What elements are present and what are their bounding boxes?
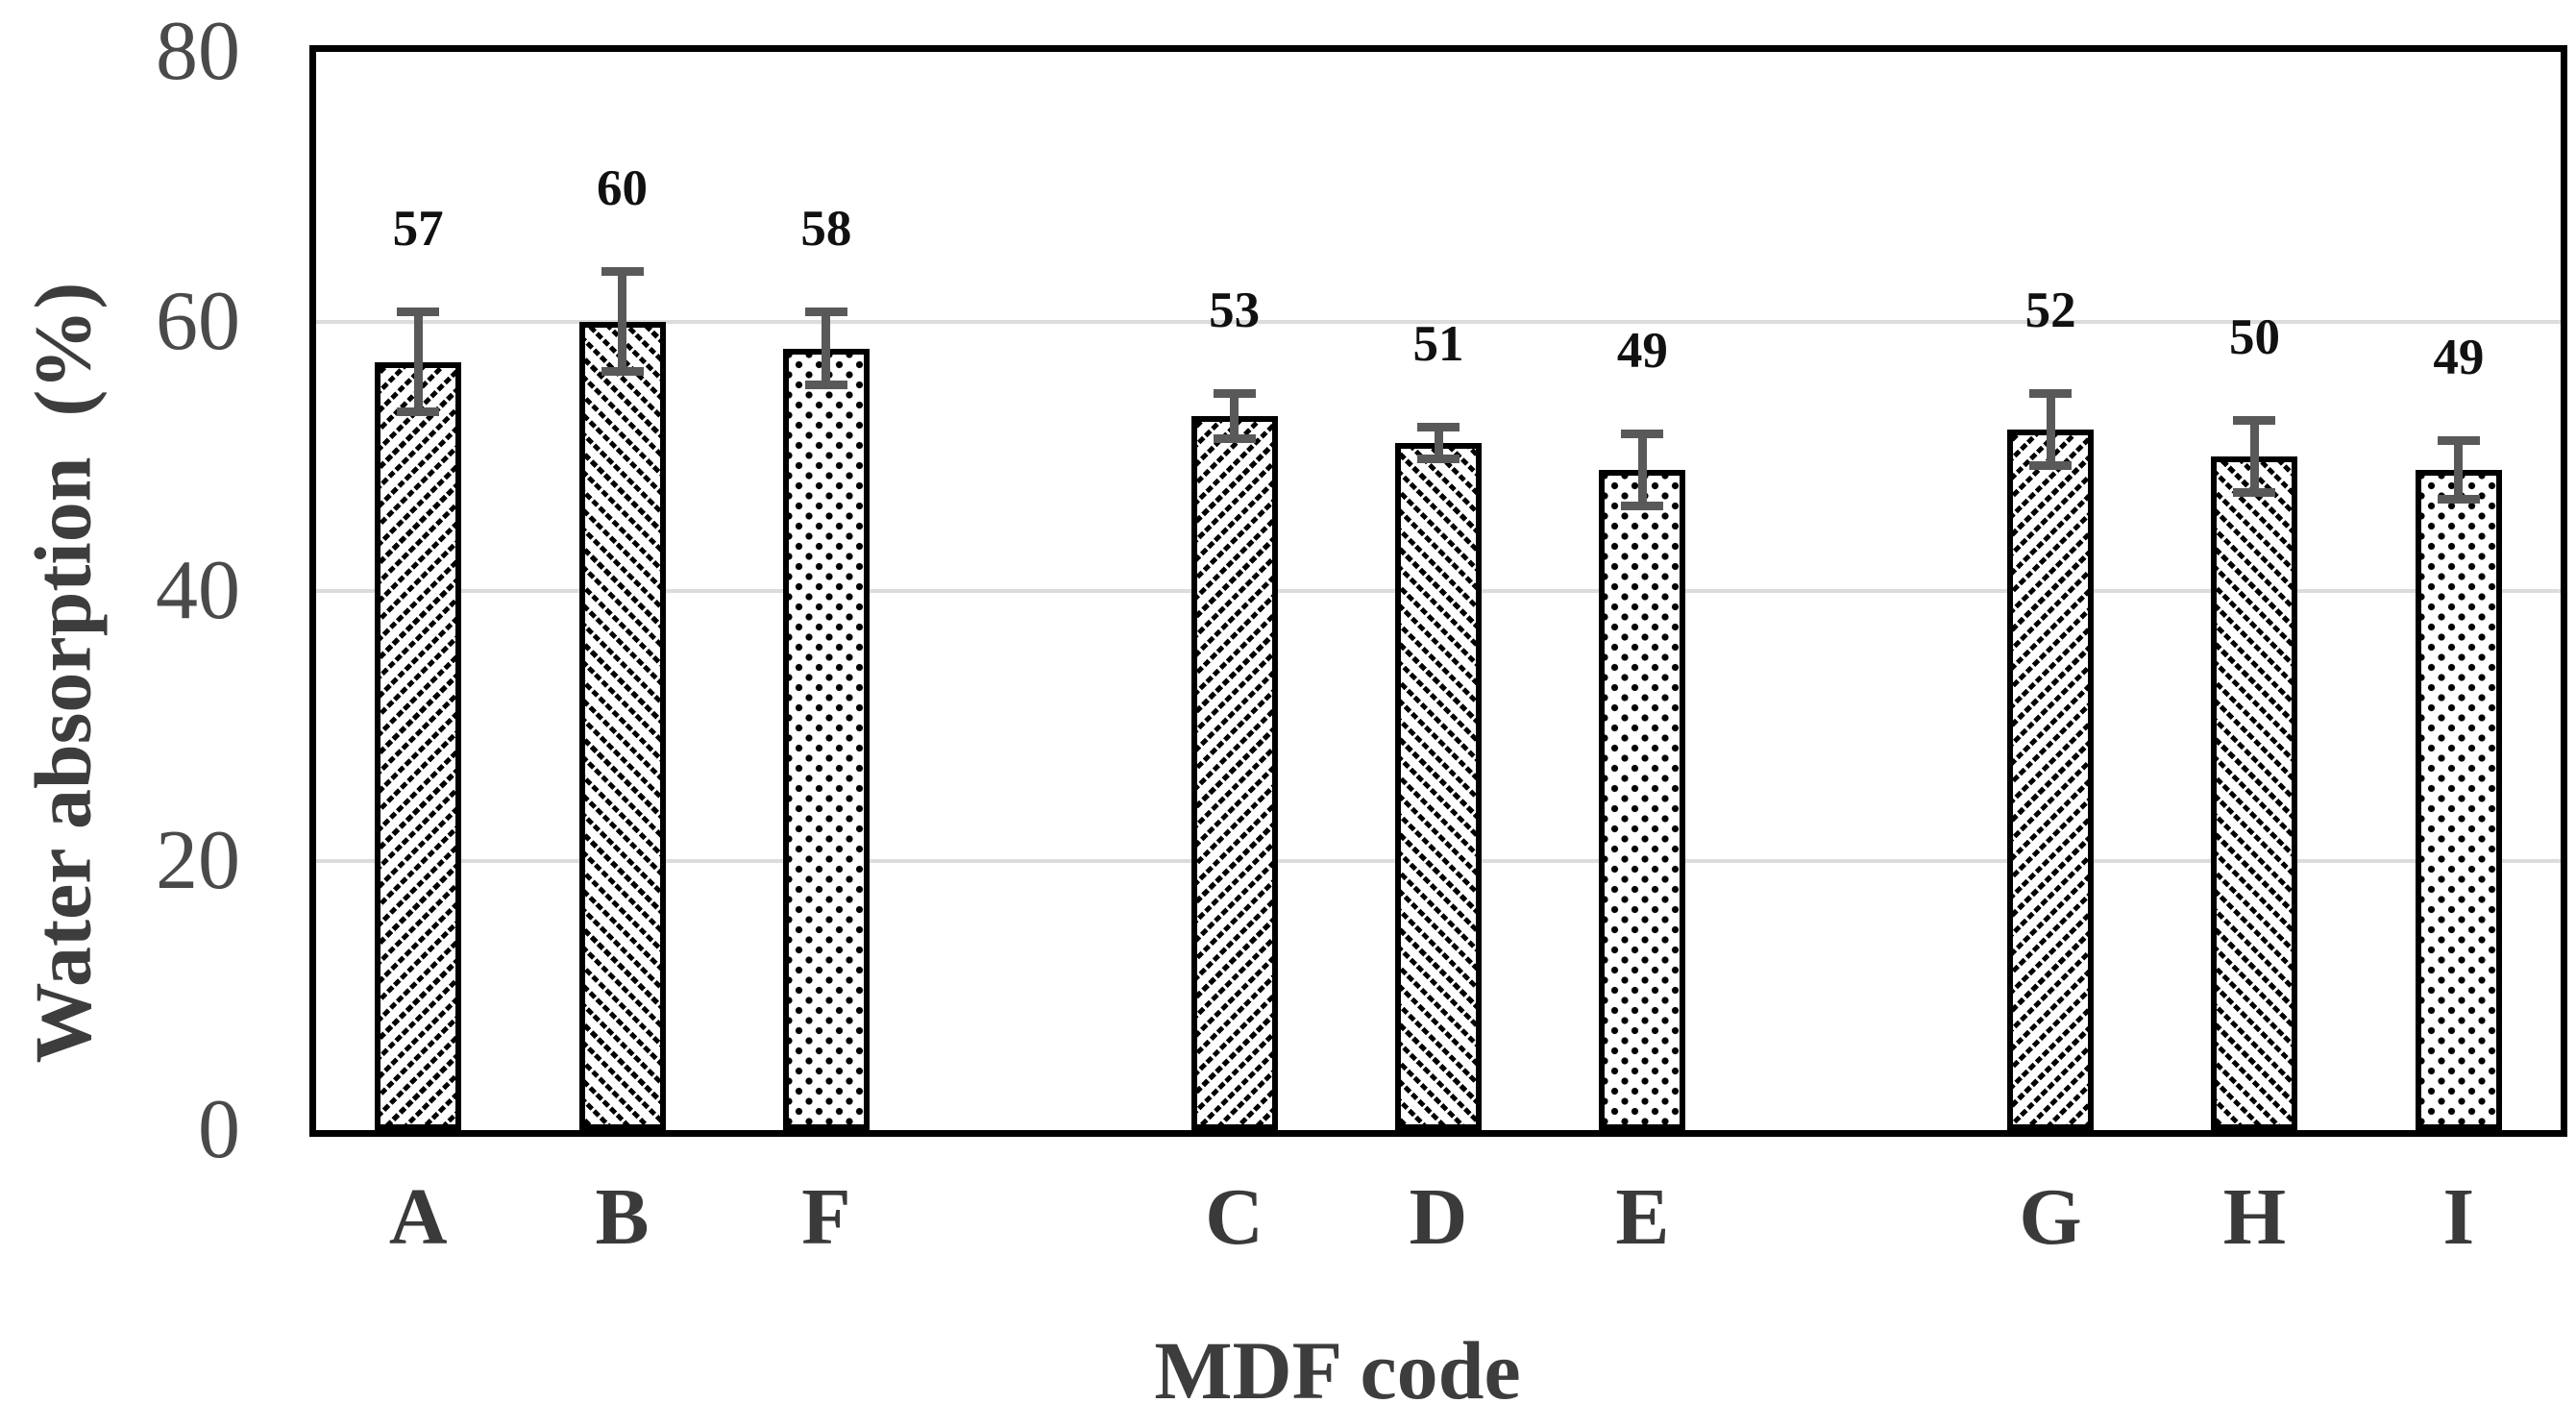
error-bar-cap-top	[2029, 388, 2073, 398]
y-tick-label: 40	[156, 544, 240, 637]
value-label-f: 58	[800, 201, 852, 258]
error-bar-h	[2233, 415, 2276, 497]
error-bar-line	[2046, 388, 2055, 470]
x-axis-title: MDF code	[1154, 1324, 1521, 1416]
value-label-i: 49	[2433, 329, 2485, 385]
error-bar-g	[2029, 388, 2073, 470]
error-bar-line	[2249, 415, 2259, 497]
error-bar-d	[1417, 422, 1460, 463]
error-bar-line	[2454, 435, 2464, 504]
error-bar-cap-bottom	[804, 380, 847, 389]
error-bar-cap-bottom	[2029, 460, 2073, 470]
x-label-c: C	[1205, 1172, 1263, 1262]
error-bar-c	[1213, 388, 1256, 443]
error-bar-cap-bottom	[1417, 454, 1460, 463]
bar-b	[578, 321, 666, 1130]
bar-a	[375, 361, 462, 1130]
plot-area: 57 60 58 53 51 49 52 50 49	[309, 45, 2567, 1137]
error-bar-cap-bottom	[1213, 433, 1256, 443]
error-bar-line	[822, 308, 831, 389]
error-bar-cap-bottom	[397, 406, 440, 416]
bar-g	[2007, 429, 2095, 1130]
error-bar-f	[804, 308, 847, 389]
error-bar-cap-top	[601, 267, 644, 277]
error-bar-line	[1230, 388, 1239, 443]
error-bar-line	[618, 267, 627, 376]
error-bar-line	[413, 308, 423, 416]
value-label-a: 57	[392, 201, 444, 258]
error-bar-cap-top	[2233, 415, 2276, 425]
error-bar-cap-top	[1621, 429, 1664, 438]
error-bar-cap-bottom	[1621, 501, 1664, 510]
x-label-b: B	[595, 1172, 650, 1262]
value-label-d: 51	[1412, 315, 1464, 372]
value-label-g: 52	[2024, 282, 2076, 338]
error-bar-cap-bottom	[2437, 494, 2480, 504]
value-label-c: 53	[1209, 282, 1261, 338]
error-bar-a	[397, 308, 440, 416]
y-tick-label: 60	[156, 274, 240, 368]
value-label-b: 60	[597, 160, 649, 217]
x-label-f: F	[801, 1172, 851, 1262]
error-bar-cap-top	[397, 308, 440, 317]
y-tick-label: 0	[198, 1083, 240, 1176]
error-bar-line	[1637, 429, 1647, 510]
x-label-h: H	[2222, 1172, 2287, 1262]
bar-e	[1599, 469, 1686, 1130]
error-bar-cap-top	[1213, 388, 1256, 398]
x-label-i: I	[2442, 1172, 2475, 1262]
error-bar-cap-top	[1417, 422, 1460, 431]
bar-d	[1395, 442, 1482, 1130]
bar-i	[2415, 469, 2502, 1130]
error-bar-cap-top	[804, 308, 847, 317]
error-bar-cap-bottom	[2233, 487, 2276, 497]
x-label-d: D	[1409, 1172, 1468, 1262]
bar-f	[782, 348, 870, 1130]
y-axis-title: Water absorption (%)	[18, 282, 109, 1064]
error-bar-i	[2437, 435, 2480, 504]
gridline	[316, 319, 2561, 324]
y-tick-label: 20	[156, 813, 240, 907]
error-bar-b	[601, 267, 644, 376]
value-label-h: 50	[2228, 308, 2280, 365]
bar-c	[1190, 415, 1278, 1130]
error-bar-e	[1621, 429, 1664, 510]
x-label-g: G	[2019, 1172, 2082, 1262]
bar-h	[2211, 455, 2298, 1130]
value-label-e: 49	[1616, 322, 1668, 379]
x-label-a: A	[388, 1172, 448, 1262]
error-bar-line	[1434, 422, 1443, 463]
error-bar-cap-top	[2437, 435, 2480, 445]
x-label-e: E	[1615, 1172, 1670, 1262]
error-bar-cap-bottom	[601, 366, 644, 376]
y-tick-label: 80	[156, 5, 240, 98]
